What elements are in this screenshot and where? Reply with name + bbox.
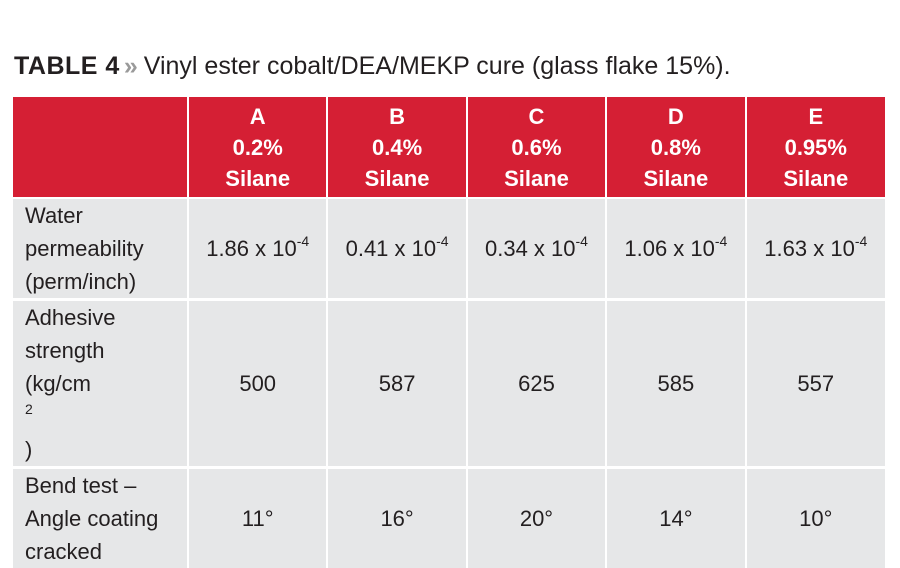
cell-value: 500 xyxy=(239,371,276,396)
table-caption: Vinyl ester cobalt/DEA/MEKP cure (glass … xyxy=(144,52,731,80)
table-cell: 587 xyxy=(327,300,466,468)
cell-value: 0.41 x 10 xyxy=(346,236,437,261)
column-letter: C xyxy=(468,101,605,132)
column-header-b: B 0.4% Silane xyxy=(327,97,466,198)
column-percent: 0.8% xyxy=(607,132,744,163)
table-cell: 16° xyxy=(327,468,466,568)
column-name: Silane xyxy=(189,163,326,194)
table-title: TABLE 4»Vinyl ester cobalt/DEA/MEKP cure… xyxy=(14,50,731,82)
column-header-c: C 0.6% Silane xyxy=(467,97,606,198)
cell-exponent: -4 xyxy=(436,233,448,249)
column-name: Silane xyxy=(747,163,885,194)
column-percent: 0.6% xyxy=(468,132,605,163)
row-label-line: Adhesive xyxy=(25,301,187,334)
column-name: Silane xyxy=(328,163,465,194)
cell-exponent: -4 xyxy=(855,233,867,249)
table-cell: 20° xyxy=(467,468,606,568)
header-row: A 0.2% Silane B 0.4% Silane C 0.6% Silan… xyxy=(13,97,885,198)
table-cell: 1.63 x 10-4 xyxy=(746,198,885,300)
cell-value: 1.63 x 10 xyxy=(764,236,855,261)
header-corner-cell xyxy=(13,97,188,198)
row-label-line: permeability xyxy=(25,232,187,265)
table-number: TABLE 4 xyxy=(14,52,120,80)
row-label-line: Water xyxy=(25,199,187,232)
cell-exponent: -4 xyxy=(576,233,588,249)
table-row-bend-test: Bend test – Angle coating cracked 11° 16… xyxy=(13,468,885,568)
chevron-separator-icon: » xyxy=(124,52,138,80)
silane-cure-table: A 0.2% Silane B 0.4% Silane C 0.6% Silan… xyxy=(13,97,885,568)
table-cell: 625 xyxy=(467,300,606,468)
table-cell: 0.34 x 10-4 xyxy=(467,198,606,300)
row-header: Water permeability (perm/inch) xyxy=(13,198,188,300)
row-header: Bend test – Angle coating cracked xyxy=(13,468,188,568)
column-letter: D xyxy=(607,101,744,132)
column-name: Silane xyxy=(468,163,605,194)
table-cell: 557 xyxy=(746,300,885,468)
cell-value: 587 xyxy=(379,371,416,396)
cell-value: 20° xyxy=(520,506,553,531)
row-label-line: Bend test – xyxy=(25,469,187,502)
table-row-water-permeability: Water permeability (perm/inch) 1.86 x 10… xyxy=(13,198,885,300)
cell-exponent: -4 xyxy=(715,233,727,249)
table-cell: 0.41 x 10-4 xyxy=(327,198,466,300)
column-letter: B xyxy=(328,101,465,132)
row-label-superscript: 2 xyxy=(25,401,33,417)
row-label-line: (perm/inch) xyxy=(25,265,187,298)
row-label-unit-close: ) xyxy=(25,433,187,466)
column-percent: 0.95% xyxy=(747,132,885,163)
table-cell: 1.86 x 10-4 xyxy=(188,198,327,300)
table-cell: 11° xyxy=(188,468,327,568)
table-cell: 585 xyxy=(606,300,745,468)
row-label-line: cracked xyxy=(25,535,187,568)
table-cell: 500 xyxy=(188,300,327,468)
cell-exponent: -4 xyxy=(297,233,309,249)
table-cell: 1.06 x 10-4 xyxy=(606,198,745,300)
table-cell: 14° xyxy=(606,468,745,568)
cell-value: 10° xyxy=(799,506,832,531)
cell-value: 14° xyxy=(659,506,692,531)
cell-value: 11° xyxy=(242,506,274,531)
cell-value: 625 xyxy=(518,371,555,396)
table-cell: 10° xyxy=(746,468,885,568)
column-header-e: E 0.95% Silane xyxy=(746,97,885,198)
cell-value: 1.86 x 10 xyxy=(206,236,297,261)
column-letter: E xyxy=(747,101,885,132)
cell-value: 557 xyxy=(797,371,834,396)
column-letter: A xyxy=(189,101,326,132)
cell-value: 0.34 x 10 xyxy=(485,236,576,261)
column-percent: 0.2% xyxy=(189,132,326,163)
row-label-line: Angle coating xyxy=(25,502,187,535)
column-header-d: D 0.8% Silane xyxy=(606,97,745,198)
row-label-line: strength xyxy=(25,334,187,367)
cell-value: 585 xyxy=(658,371,695,396)
cell-value: 1.06 x 10 xyxy=(624,236,715,261)
column-percent: 0.4% xyxy=(328,132,465,163)
column-name: Silane xyxy=(607,163,744,194)
row-label-unit: (kg/cm xyxy=(25,367,187,400)
cell-value: 16° xyxy=(380,506,413,531)
column-header-a: A 0.2% Silane xyxy=(188,97,327,198)
